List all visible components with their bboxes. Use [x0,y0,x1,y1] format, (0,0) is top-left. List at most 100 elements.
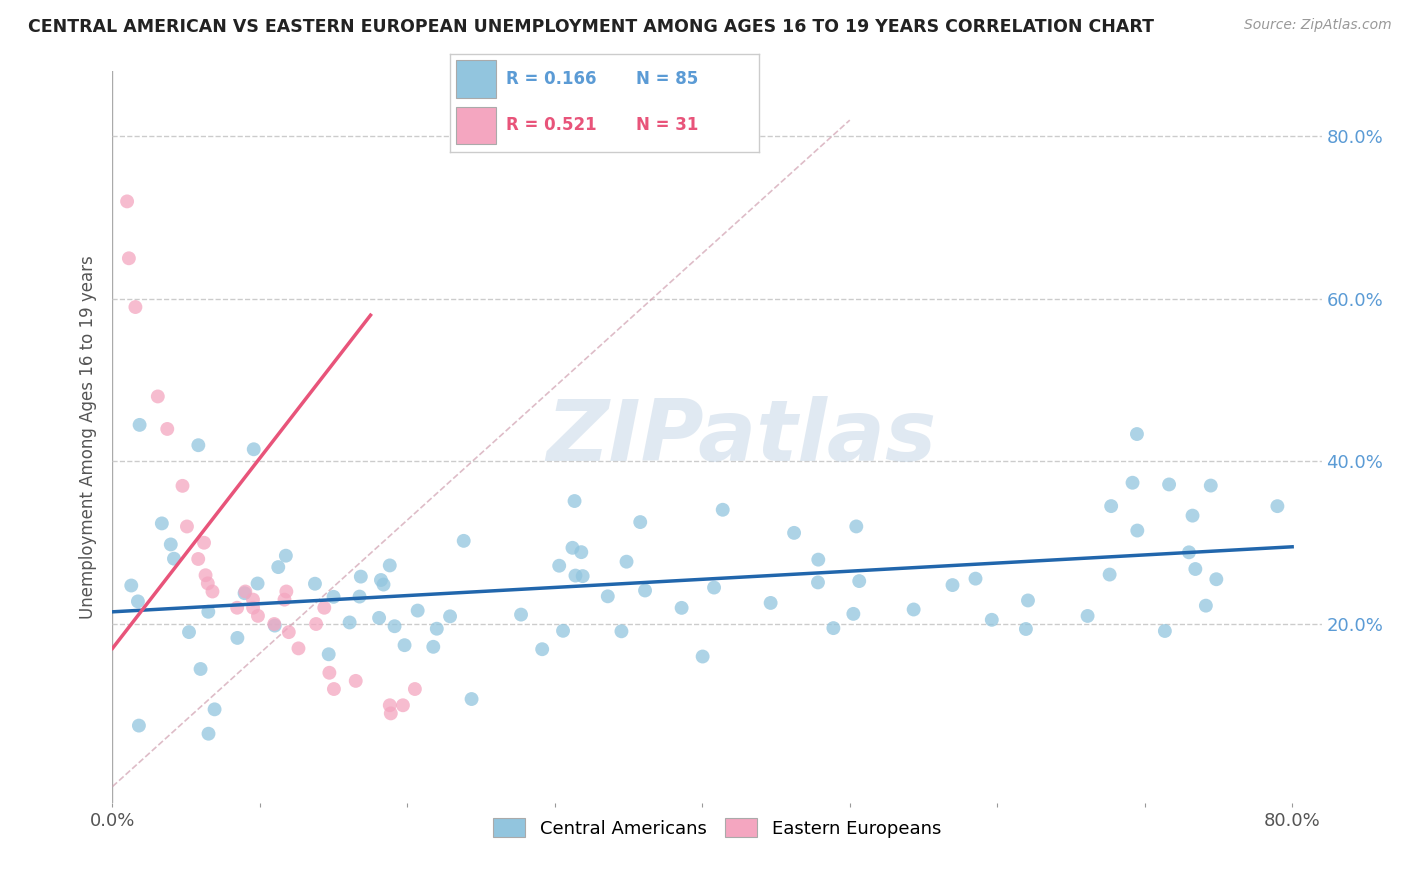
Point [1178,545,1201,559]
Point [115,194,138,209]
Point [426,622,449,636]
Point [1195,599,1218,613]
Point [848,574,870,588]
Point [197,727,219,741]
Point [314,600,336,615]
Point [671,600,693,615]
Point [273,592,295,607]
Point [128,718,150,732]
Point [711,502,734,516]
Y-axis label: Unemployment Among Ages 16 to 19 years: Unemployment Among Ages 16 to 19 years [79,255,97,619]
Text: R = 0.166: R = 0.166 [506,70,596,88]
Point [392,698,415,713]
Point [823,621,845,635]
Point [233,586,256,600]
Point [394,638,416,652]
Point [128,417,150,432]
Point [406,604,429,618]
Point [616,555,638,569]
Point [1181,508,1204,523]
Point [569,545,592,559]
Point [422,640,444,654]
Point [561,541,583,555]
Point [276,584,298,599]
Point [1199,478,1222,492]
Point [242,600,264,615]
Point [453,533,475,548]
Point [1099,499,1122,513]
Point [807,575,830,590]
Point [1017,593,1039,607]
Text: N = 85: N = 85 [636,70,697,88]
Point [404,681,426,696]
Point [845,519,868,533]
Point [318,665,340,680]
Point [350,569,373,583]
Point [194,568,217,582]
Point [1159,477,1181,491]
Point [1126,427,1149,442]
Point [564,568,586,582]
Text: R = 0.521: R = 0.521 [506,116,596,134]
Point [242,442,264,457]
Point [941,578,963,592]
Point [759,596,782,610]
Point [305,617,328,632]
Point [1126,524,1149,538]
Point [287,641,309,656]
Point [349,590,371,604]
Point [1184,562,1206,576]
Point [344,673,367,688]
Bar [456,61,496,98]
Point [263,617,285,632]
Point [118,252,141,266]
Point [263,618,285,632]
Point [172,479,194,493]
Point [156,422,179,436]
Point [193,535,215,549]
Point [1267,499,1289,513]
Point [277,625,299,640]
Point [378,558,401,573]
Point [384,619,406,633]
Point [439,609,461,624]
Point [807,552,830,566]
Point [204,702,226,716]
Point [246,608,269,623]
Text: ZIPatlas: ZIPatlas [546,395,936,479]
Point [551,624,574,638]
Point [842,607,865,621]
Point [380,706,402,721]
Point [531,642,554,657]
Point [197,605,219,619]
Point [783,525,806,540]
Point [187,438,209,452]
Point [634,583,657,598]
Point [201,584,224,599]
Text: Source: ZipAtlas.com: Source: ZipAtlas.com [1244,18,1392,32]
Point [1098,567,1121,582]
Point [233,584,256,599]
Point [692,649,714,664]
Point [703,581,725,595]
Point [1122,475,1144,490]
Point [146,389,169,403]
Point [304,576,326,591]
Point [368,611,391,625]
Point [1015,622,1038,636]
Point [548,558,571,573]
Legend: Central Americans, Eastern Europeans: Central Americans, Eastern Europeans [485,811,949,845]
Point [187,552,209,566]
Text: CENTRAL AMERICAN VS EASTERN EUROPEAN UNEMPLOYMENT AMONG AGES 16 TO 19 YEARS CORR: CENTRAL AMERICAN VS EASTERN EUROPEAN UNE… [28,18,1154,36]
Point [628,515,651,529]
Point [226,600,249,615]
Point [373,577,395,591]
Point [322,590,344,604]
Point [226,631,249,645]
Point [460,692,482,706]
Point [176,519,198,533]
Point [120,578,142,592]
Point [510,607,533,622]
Point [339,615,361,630]
Point [246,576,269,591]
